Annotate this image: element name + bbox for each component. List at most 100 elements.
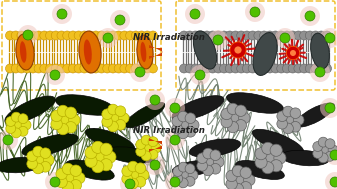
- Circle shape: [57, 105, 69, 117]
- Circle shape: [57, 9, 67, 19]
- Circle shape: [318, 137, 328, 147]
- Circle shape: [264, 152, 276, 164]
- Circle shape: [242, 64, 251, 73]
- Circle shape: [317, 31, 326, 40]
- Circle shape: [254, 64, 263, 73]
- Ellipse shape: [137, 35, 153, 69]
- Circle shape: [137, 64, 146, 73]
- Circle shape: [108, 121, 118, 132]
- Circle shape: [265, 31, 274, 40]
- Circle shape: [34, 64, 43, 73]
- Circle shape: [320, 98, 337, 118]
- Circle shape: [85, 155, 97, 167]
- Circle shape: [221, 108, 232, 120]
- Circle shape: [128, 178, 139, 189]
- Circle shape: [149, 64, 157, 73]
- Ellipse shape: [85, 128, 134, 152]
- Circle shape: [130, 62, 150, 82]
- Circle shape: [28, 31, 37, 40]
- Circle shape: [40, 148, 51, 159]
- Circle shape: [51, 31, 60, 40]
- Circle shape: [318, 153, 328, 163]
- Circle shape: [18, 114, 28, 124]
- Circle shape: [239, 112, 250, 124]
- Circle shape: [274, 152, 286, 164]
- Circle shape: [21, 120, 31, 130]
- Circle shape: [120, 174, 140, 189]
- Circle shape: [148, 149, 158, 159]
- Circle shape: [235, 46, 242, 54]
- Circle shape: [330, 150, 337, 160]
- Circle shape: [109, 31, 118, 40]
- Circle shape: [52, 4, 72, 24]
- Circle shape: [57, 123, 69, 135]
- Circle shape: [165, 130, 185, 150]
- Circle shape: [122, 174, 132, 184]
- Circle shape: [185, 113, 196, 124]
- Circle shape: [149, 31, 157, 40]
- Circle shape: [310, 62, 330, 82]
- Circle shape: [110, 113, 120, 123]
- Circle shape: [283, 123, 294, 134]
- Ellipse shape: [125, 102, 165, 128]
- Circle shape: [27, 151, 37, 162]
- Circle shape: [135, 177, 146, 187]
- Circle shape: [23, 30, 33, 40]
- Circle shape: [286, 46, 300, 60]
- Circle shape: [23, 64, 32, 73]
- Circle shape: [74, 31, 83, 40]
- Circle shape: [294, 115, 304, 125]
- Circle shape: [185, 31, 194, 40]
- Circle shape: [323, 64, 332, 73]
- Circle shape: [151, 143, 161, 153]
- Circle shape: [100, 143, 112, 155]
- Circle shape: [320, 145, 330, 155]
- Ellipse shape: [172, 160, 218, 176]
- Circle shape: [203, 31, 211, 40]
- Circle shape: [248, 64, 257, 73]
- Circle shape: [190, 9, 200, 19]
- Circle shape: [122, 166, 132, 177]
- Text: NIR Irradiation: NIR Irradiation: [132, 33, 205, 42]
- Circle shape: [170, 177, 180, 187]
- Circle shape: [35, 155, 45, 165]
- Circle shape: [45, 172, 65, 189]
- Ellipse shape: [172, 96, 224, 120]
- Circle shape: [237, 64, 246, 73]
- Circle shape: [126, 31, 134, 40]
- Circle shape: [120, 31, 129, 40]
- Circle shape: [219, 64, 228, 73]
- Circle shape: [115, 106, 126, 117]
- Circle shape: [325, 145, 337, 165]
- Circle shape: [59, 114, 71, 126]
- Circle shape: [254, 31, 263, 40]
- Circle shape: [185, 164, 195, 174]
- FancyArrow shape: [149, 45, 163, 59]
- Circle shape: [255, 156, 267, 168]
- Circle shape: [148, 137, 158, 147]
- Circle shape: [221, 116, 232, 128]
- Circle shape: [305, 31, 314, 40]
- Circle shape: [277, 31, 286, 40]
- Circle shape: [235, 105, 246, 116]
- Circle shape: [45, 31, 55, 40]
- Circle shape: [104, 151, 116, 163]
- Circle shape: [180, 120, 190, 130]
- Circle shape: [325, 172, 337, 189]
- Circle shape: [11, 31, 20, 40]
- Circle shape: [114, 31, 123, 40]
- Circle shape: [237, 31, 246, 40]
- Circle shape: [114, 64, 123, 73]
- Circle shape: [85, 147, 97, 159]
- Circle shape: [108, 104, 118, 115]
- Circle shape: [63, 31, 72, 40]
- Circle shape: [97, 64, 106, 73]
- Circle shape: [150, 160, 160, 170]
- Circle shape: [70, 180, 82, 189]
- Circle shape: [18, 126, 28, 136]
- Circle shape: [51, 64, 60, 73]
- Circle shape: [197, 153, 208, 163]
- Circle shape: [185, 4, 205, 24]
- Circle shape: [305, 64, 314, 73]
- Circle shape: [282, 64, 292, 73]
